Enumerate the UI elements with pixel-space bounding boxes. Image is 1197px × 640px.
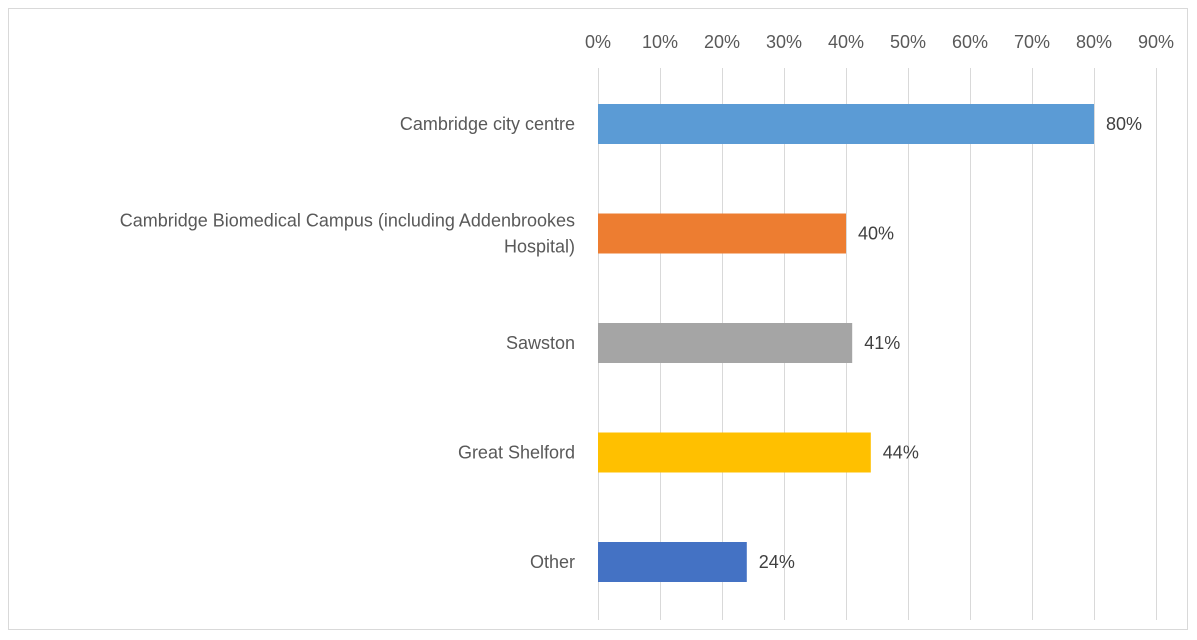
x-axis-ticks: 0% 10% 20% 30% 40% 50% 60% 70% 80% 90% bbox=[585, 32, 1174, 52]
x-tick-label: 90% bbox=[1138, 32, 1174, 52]
bar bbox=[598, 432, 871, 473]
bar bbox=[598, 542, 747, 582]
data-label: 80% bbox=[1106, 114, 1142, 134]
bar bbox=[598, 213, 846, 254]
category-label: Great Shelford bbox=[458, 443, 575, 463]
data-labels: 80% 40% 41% 44% 24% bbox=[759, 114, 1142, 572]
x-tick-label: 40% bbox=[828, 32, 864, 52]
x-tick-label: 0% bbox=[585, 32, 611, 52]
category-label: Sawston bbox=[506, 333, 575, 353]
gridlines bbox=[598, 68, 1157, 620]
category-label: Cambridge city centre bbox=[400, 114, 575, 134]
x-tick-label: 10% bbox=[642, 32, 678, 52]
bar bbox=[598, 104, 1094, 144]
x-tick-label: 80% bbox=[1076, 32, 1112, 52]
x-tick-label: 60% bbox=[952, 32, 988, 52]
bars bbox=[598, 104, 1094, 582]
x-tick-label: 20% bbox=[704, 32, 740, 52]
x-tick-label: 30% bbox=[766, 32, 802, 52]
data-label: 24% bbox=[759, 552, 795, 572]
data-label: 44% bbox=[883, 443, 919, 463]
data-label: 41% bbox=[864, 333, 900, 353]
x-tick-label: 50% bbox=[890, 32, 926, 52]
category-labels: Cambridge city centre Cambridge Biomedica… bbox=[120, 114, 575, 572]
category-label: Cambridge Biomedical Campus (including A… bbox=[120, 211, 575, 257]
category-label: Other bbox=[530, 552, 575, 572]
data-label: 40% bbox=[858, 224, 894, 244]
x-tick-label: 70% bbox=[1014, 32, 1050, 52]
bar bbox=[598, 323, 853, 363]
